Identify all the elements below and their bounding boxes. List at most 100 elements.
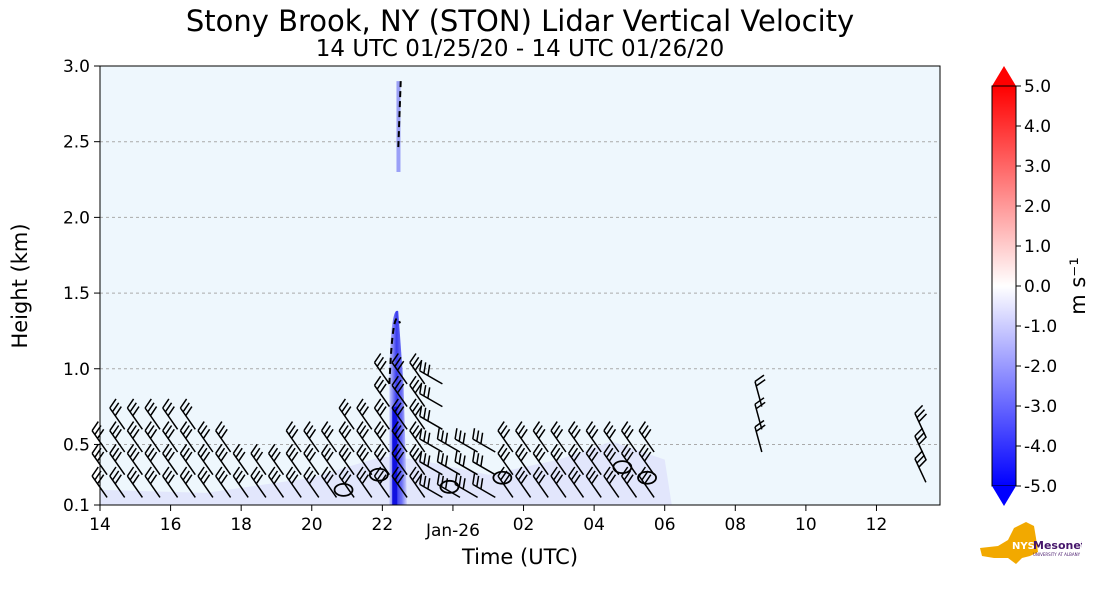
wind-barb [585,443,602,476]
x-axis-label: Time (UTC) [461,545,578,569]
wind-barb [472,428,496,453]
x-tick-label: 04 [583,515,605,535]
x-tick-label: 06 [654,515,676,535]
wind-barb [391,353,408,385]
logo-subtext: UNIVERSITY AT ALBANY [1033,552,1081,557]
wind-barb [603,466,620,498]
wind-barb [567,443,585,476]
wind-barb [250,443,267,476]
wind-barb [144,421,161,453]
wind-barb [391,421,408,453]
x-date-label: Jan-26 [425,521,480,541]
wind-barb [472,473,496,499]
wind-barb [373,466,391,498]
wind-barb [550,466,567,498]
wind-barb [419,382,443,408]
wind-barb [285,466,302,498]
wind-barb [419,359,443,385]
wind-barb [550,421,567,453]
wind-barb [603,421,620,453]
wind-barb [454,428,478,453]
y-tick-label: 2.0 [63,208,90,228]
wind-barb [638,443,655,476]
colorbar-tick-label: 3.0 [1024,157,1051,177]
wind-barb [109,466,126,498]
gridlines [100,141,940,445]
colorbar-tick-label: 0.0 [1024,277,1051,297]
wind-barb [567,466,585,498]
wind-barb [419,428,443,453]
wind-barb [356,466,373,498]
wind-barb [126,398,144,430]
y-tick-label: 0.5 [63,435,90,455]
wind-barb [197,466,214,498]
wind-barb [914,427,928,460]
wind-barb [109,443,126,476]
logo-nys-text: NYS [1012,541,1035,552]
y-axis-label: Height (km) [8,223,32,348]
wind-barb [197,443,214,476]
wind-barb [532,443,549,476]
wind-barb [250,466,267,498]
contour-loop [333,482,354,497]
wind-barb [391,375,408,408]
y-tick-label: 2.5 [63,133,90,153]
x-tick-label: 18 [230,515,252,535]
wind-barb [454,450,478,476]
colorbar-tick-label: -4.0 [1024,437,1057,457]
wind-barb [144,466,161,498]
wind-barb [320,421,338,453]
wind-barb [754,374,766,407]
wind-barb [409,353,426,385]
wind-barb [497,466,514,498]
wind-barb [409,443,426,476]
wind-barb [454,473,478,499]
wind-barb [620,466,638,498]
colorbar-tick-label: 1.0 [1024,237,1051,257]
wind-barb [126,466,144,498]
wind-barb [320,466,338,498]
wind-barb [162,443,179,476]
wind-barb [436,473,461,499]
plot-background [100,66,940,505]
wind-barb [126,421,144,453]
wind-barb [303,466,320,498]
colorbar-max-extension [992,66,1016,86]
wind-barb [620,443,638,476]
wind-barb [914,450,928,483]
wind-barb [409,375,426,408]
colorbar-tick-label: 2.0 [1024,197,1051,217]
wind-barb [109,398,126,430]
wind-barb [179,398,196,430]
wind-barb [320,443,338,476]
wind-barb [285,421,302,453]
colorbar-tick-label: -3.0 [1024,397,1057,417]
wind-barb [409,421,426,453]
wind-barb [638,466,655,498]
x-tick-label: 16 [160,515,182,535]
x-tick-label: 12 [866,515,888,535]
y-tick-label: 0.1 [63,496,90,516]
wind-barb [515,443,532,476]
x-tick-label: 14 [89,515,111,535]
wind-barb [497,421,514,453]
wind-barb [338,421,355,453]
wind-barb [303,443,320,476]
wind-barb [754,397,766,430]
wind-barb [436,428,461,453]
wind-barb [472,450,496,476]
colorbar-tick-label: -2.0 [1024,357,1057,377]
wind-barb [373,443,391,476]
colorbar-tick-label: -1.0 [1024,317,1057,337]
y-tick-label: 3.0 [63,57,90,77]
y-tick-label: 1.5 [63,284,90,304]
wind-barb [409,466,426,498]
colorbar-label: m s⁻¹ [1066,257,1090,315]
nys-mesonet-logo: NYS Mesonet UNIVERSITY AT ALBANY [980,522,1082,564]
wind-barb [144,398,161,430]
wind-barb [338,443,355,476]
wind-barb [162,421,179,453]
wind-barb [515,421,532,453]
wind-barb [373,398,391,430]
wind-barb [162,398,179,430]
